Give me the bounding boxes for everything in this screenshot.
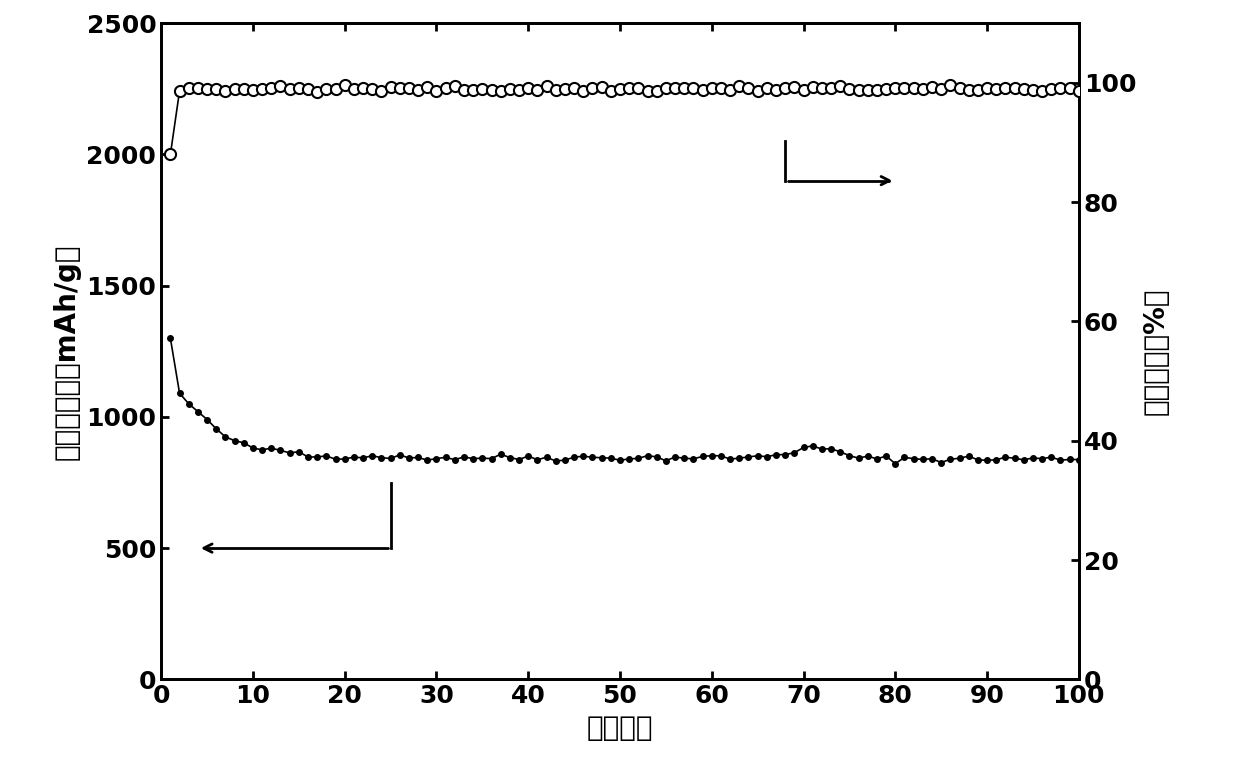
Y-axis label: 库伦效率（%）: 库伦效率（%） [1142, 287, 1169, 415]
X-axis label: 循环圈数: 循环圈数 [587, 714, 653, 742]
Y-axis label: 放电比容量（mAh/g）: 放电比容量（mAh/g） [53, 243, 81, 459]
